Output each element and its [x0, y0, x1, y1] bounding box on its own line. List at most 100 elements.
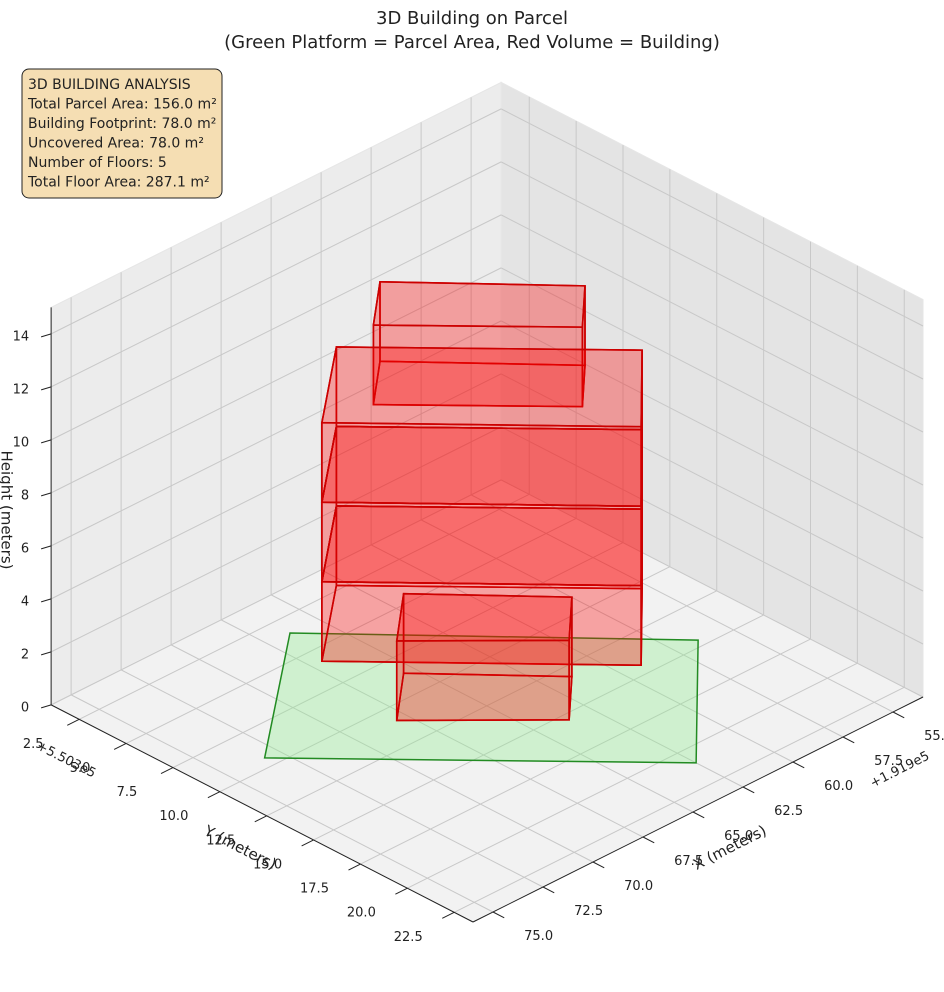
x-tick	[692, 811, 705, 819]
x-tick-label: 70.0	[624, 879, 653, 894]
building-face	[320, 346, 643, 428]
z-tick	[40, 598, 52, 603]
x-tick	[492, 911, 505, 919]
x-tick	[892, 711, 905, 719]
grid-line	[500, 426, 924, 645]
grid-line	[500, 161, 924, 380]
y-tick-label: 20.0	[347, 906, 376, 921]
grid-line	[70, 694, 494, 913]
y-tick-label: 15.0	[253, 857, 282, 872]
chart-subtitle: (Green Platform = Parcel Area, Red Volum…	[224, 32, 720, 53]
x-axis-line	[472, 696, 924, 923]
z-tick-label: 4	[21, 594, 29, 609]
z-tick-label: 6	[21, 541, 29, 556]
x-tick-label: 75.0	[524, 929, 553, 944]
building-face	[320, 425, 643, 508]
grid-line	[313, 614, 764, 841]
grid-line	[407, 662, 858, 889]
info-line: Number of Floors: 5	[28, 155, 167, 171]
x-tick	[592, 861, 605, 869]
z-tick-label: 2	[21, 647, 29, 662]
z-axis-label: Height (meters)	[0, 451, 16, 570]
building-face	[395, 592, 573, 642]
building-face	[372, 281, 586, 328]
chart-title: 3D Building on Parcel	[376, 8, 568, 29]
info-line: Building Footprint: 78.0 m²	[28, 116, 216, 132]
z-tick	[40, 704, 52, 709]
z-tick-label: 12	[13, 382, 30, 397]
x-tick	[642, 836, 655, 844]
grid-line	[270, 594, 694, 813]
x-tick-label: 57.5	[874, 754, 903, 769]
z-tick-label: 8	[21, 488, 29, 503]
z-tick-label: 0	[21, 700, 29, 715]
y-tick	[160, 767, 174, 775]
y-tick-label: 2.5	[23, 737, 44, 752]
x-tick	[792, 761, 805, 769]
x-tick-label: 60.0	[824, 779, 853, 794]
grid-line	[50, 320, 502, 547]
y-tick-label: 10.0	[159, 809, 188, 824]
building-face	[320, 505, 643, 587]
y-tick	[395, 887, 408, 895]
y-axis-line	[50, 704, 474, 923]
y-tick-label: 5.0	[70, 761, 91, 776]
building-face	[395, 639, 570, 722]
x-tick-label: 65.0	[724, 829, 753, 844]
grid-line	[50, 373, 502, 600]
info-line: 3D BUILDING ANALYSIS	[28, 77, 191, 93]
z-tick-label: 14	[13, 329, 30, 344]
grid-line	[360, 638, 811, 865]
grid-line	[170, 644, 594, 863]
grid-line	[50, 214, 502, 441]
grid-line	[220, 619, 644, 838]
x-tick-label: 67.5	[674, 854, 703, 869]
grid-line	[500, 479, 924, 698]
grid-line	[125, 518, 577, 744]
grid-line	[420, 519, 844, 738]
z-tick	[40, 545, 52, 550]
y-tick-label: 17.5	[300, 882, 329, 897]
parcel	[263, 632, 699, 764]
y-tick	[348, 863, 361, 871]
y-tick	[254, 815, 267, 823]
grid-line	[219, 566, 671, 793]
info-text: 3D BUILDING ANALYSIS Total Parcel Area: 1…	[27, 77, 217, 191]
grid-line	[50, 267, 502, 494]
y-tick	[67, 718, 80, 726]
x-tick	[742, 786, 755, 794]
y-tick-label: 12.5	[206, 833, 235, 848]
info-line: Total Floor Area: 287.1 m²	[27, 175, 210, 191]
grid-line	[454, 686, 905, 913]
y-tick-label: 22.5	[394, 930, 423, 945]
x-tick-label: 72.5	[574, 904, 603, 919]
grid-line	[500, 214, 924, 433]
z-tick	[40, 492, 52, 497]
info-line: Total Parcel Area: 156.0 m²	[27, 97, 217, 113]
grid-line	[120, 669, 544, 888]
z-tick	[40, 651, 52, 656]
grid-line	[50, 426, 502, 653]
grid-line	[320, 569, 744, 788]
grid-line	[500, 267, 924, 486]
grid-line	[500, 108, 924, 327]
grid-line	[370, 544, 794, 763]
grid-line	[500, 373, 924, 592]
grid-line	[500, 320, 924, 539]
axes: 55.057.560.062.565.067.570.072.575.02.55…	[0, 81, 944, 945]
info-box	[21, 68, 223, 199]
grid-line	[50, 161, 502, 388]
x-tick	[842, 736, 855, 744]
grid-line	[50, 479, 502, 706]
grid-line	[172, 542, 624, 769]
y-tick	[301, 839, 314, 847]
grid-line	[79, 493, 530, 720]
info-line: Uncovered Area: 78.0 m²	[28, 136, 204, 152]
grid-line	[50, 108, 502, 335]
x-tick-label: 55.0	[924, 729, 944, 744]
y-tick	[113, 743, 127, 750]
y-tick	[207, 791, 221, 799]
grid-line	[470, 494, 894, 713]
z-tick	[40, 333, 52, 338]
